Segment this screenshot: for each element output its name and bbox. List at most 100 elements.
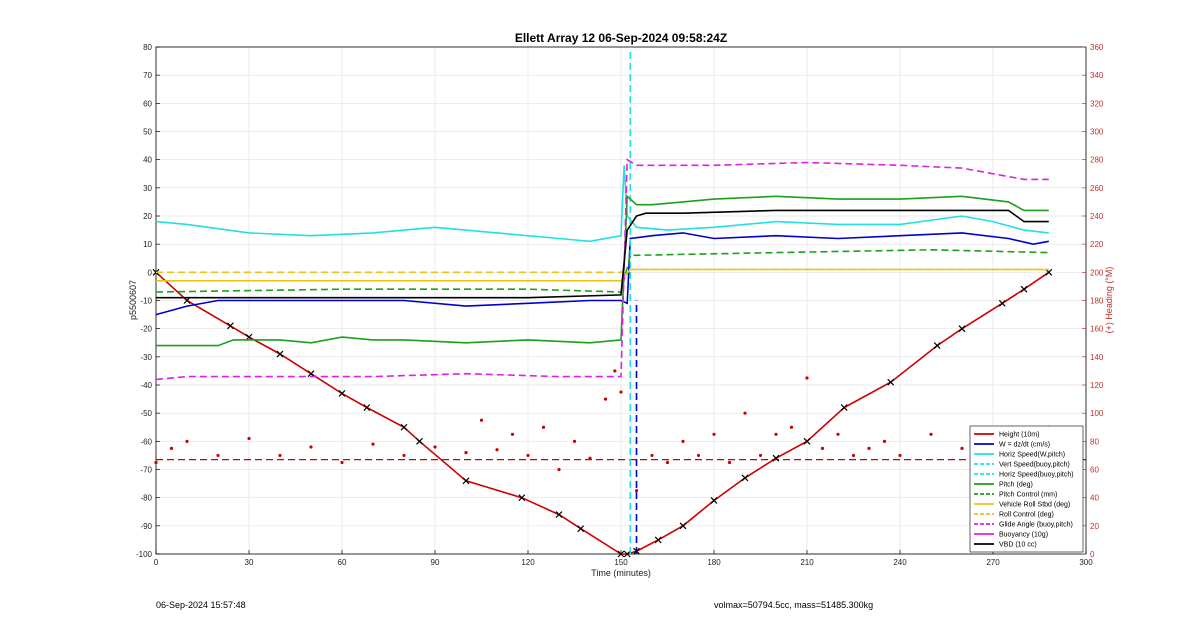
- legend-entry: Vehicle Roll Stbd (deg): [999, 502, 1070, 509]
- y-tick-label: 60: [143, 99, 152, 108]
- series-height-10m: [155, 271, 1050, 555]
- y2-tick-label: 80: [1090, 437, 1099, 446]
- y2-tick-label: 180: [1090, 297, 1104, 306]
- heading-point: [898, 453, 902, 458]
- height-marker: [226, 322, 234, 330]
- height-marker: [840, 404, 848, 411]
- heading-point: [464, 451, 468, 455]
- legend-entry: Pitch (deg): [999, 482, 1033, 489]
- height-marker: [633, 547, 640, 555]
- x-tick-label: 180: [707, 558, 721, 567]
- heading-point: [572, 439, 577, 443]
- y-tick-label: 0: [148, 268, 153, 277]
- heading-point: [851, 453, 856, 458]
- height-marker: [462, 477, 470, 485]
- height-marker: [741, 474, 749, 482]
- y2-tick-label: 160: [1090, 325, 1104, 334]
- y2-tick-label: 100: [1090, 409, 1104, 418]
- y2-tick-label: 20: [1090, 522, 1099, 531]
- height-marker: [307, 370, 315, 378]
- x-tick-label: 90: [431, 558, 440, 567]
- heading-point: [557, 467, 561, 472]
- height-marker: [958, 325, 966, 333]
- heading-point: [712, 432, 716, 436]
- y2-tick-label: 220: [1090, 240, 1104, 249]
- footer-timestamp: 06-Sep-2024 15:57:48: [156, 600, 246, 610]
- heading-point: [929, 432, 933, 436]
- legend-entry: Roll Control (deg): [999, 512, 1054, 519]
- height-marker: [617, 550, 625, 558]
- heading-point: [727, 460, 732, 465]
- y-tick-label: 40: [143, 156, 152, 165]
- heading-point: [696, 453, 701, 458]
- y2-tick-label: 200: [1090, 268, 1104, 277]
- x-tick-label: 60: [338, 558, 347, 567]
- heading-point: [603, 397, 608, 401]
- y-tick-label: 50: [143, 128, 152, 137]
- heading-point: [836, 432, 840, 436]
- heading-point: [510, 432, 515, 436]
- x-tick-label: 120: [521, 558, 535, 567]
- heading-point: [588, 456, 592, 460]
- heading-point: [619, 390, 623, 394]
- height-marker: [998, 299, 1006, 307]
- legend-entry: Height (10m): [999, 432, 1039, 439]
- height-marker: [577, 525, 585, 533]
- y2-tick-label: 340: [1090, 71, 1104, 80]
- legend-entry: Pitch Control (mm): [999, 492, 1057, 499]
- legend-entry: Horiz Speed(W,pitch): [999, 452, 1065, 459]
- height-marker: [518, 494, 526, 502]
- x-tick-label: 300: [1079, 558, 1093, 567]
- heading-point: [789, 425, 794, 429]
- heading-point: [634, 489, 639, 493]
- height-marker: [887, 378, 895, 386]
- heading-point: [479, 418, 484, 422]
- height-marker: [276, 350, 284, 358]
- height-marker: [1020, 285, 1028, 293]
- heading-point: [433, 445, 437, 449]
- y-tick-label: 10: [143, 240, 152, 249]
- height-marker: [933, 342, 941, 349]
- series-roll-control-deg: [156, 268, 1049, 274]
- heading-point: [402, 453, 406, 458]
- height-marker: [679, 522, 687, 530]
- y-tick-label: -50: [140, 409, 152, 418]
- heading-point: [960, 446, 964, 450]
- y-tick-label: -20: [140, 325, 152, 334]
- y-tick-label: -100: [136, 550, 153, 559]
- x-tick-label: 0: [154, 558, 159, 567]
- legend-entry: Vert Speed(buoy,pitch): [999, 462, 1070, 469]
- series-vehicle-roll-stbd-deg: [156, 268, 1049, 282]
- y2-tick-label: 240: [1090, 212, 1104, 221]
- height-marker: [1045, 268, 1053, 276]
- height-marker: [772, 454, 780, 462]
- height-marker: [338, 390, 346, 397]
- y-tick-label: -10: [140, 297, 152, 306]
- x-tick-label: 210: [800, 558, 814, 567]
- heading-point: [169, 446, 174, 450]
- y2-tick-label: 60: [1090, 466, 1099, 475]
- legend-entry: W = dz/dt (cm/s): [999, 442, 1050, 449]
- y2-tick-label: 260: [1090, 184, 1104, 193]
- heading-point: [526, 453, 530, 458]
- heading-point: [665, 460, 670, 465]
- heading-point: [820, 446, 825, 450]
- heading-point: [278, 453, 282, 458]
- height-marker: [363, 404, 371, 411]
- heading-point: [681, 439, 685, 443]
- heading-point: [805, 376, 809, 380]
- series-pitch-deg: [156, 194, 1049, 347]
- y-tick-label: -80: [140, 494, 152, 503]
- legend: Height (10m) W = dz/dt (cm/s) Horiz Speed(…: [969, 425, 1084, 553]
- y-tick-label: -60: [140, 437, 152, 446]
- y2-axis-label: (+) Heading (°M): [1104, 267, 1114, 334]
- legend-entry: VBD (10 cc): [999, 542, 1037, 549]
- x-tick-label: 240: [893, 558, 907, 567]
- legend-entry: Glide Angle (buoy,pitch): [999, 522, 1073, 529]
- legend-box: [969, 425, 1084, 553]
- series-pitch-control-mm: [155, 248, 1049, 293]
- series-w-dz-dt-cm-s: [155, 232, 1049, 316]
- heading-point: [247, 436, 251, 441]
- y2-tick-label: 120: [1090, 381, 1104, 390]
- y2-tick-label: 140: [1090, 353, 1104, 362]
